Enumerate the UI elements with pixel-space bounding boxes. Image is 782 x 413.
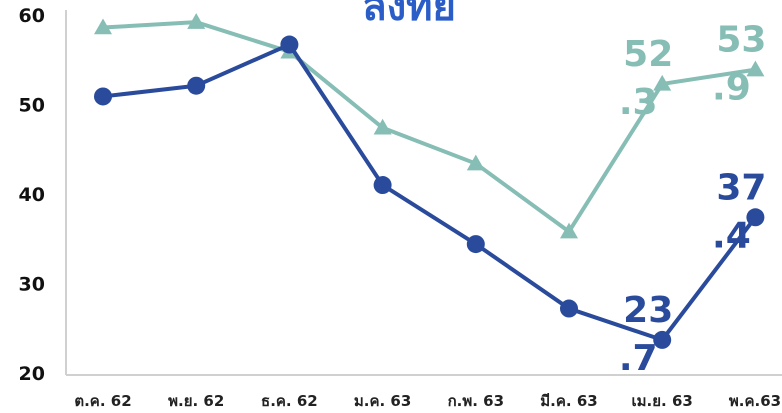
series-0-line [102,20,756,234]
y-tick-label: 30 [19,274,45,296]
data-label-line1: 52 [623,34,673,75]
series-0-point [653,74,672,91]
y-tick-label: 60 [19,5,45,27]
series-layer [94,13,765,349]
series-1-point [746,208,765,227]
x-tick-label: ธ.ค. 62 [261,392,318,410]
data-label-line2: .9 [712,68,751,109]
series-0-point [187,13,206,29]
series-1-point [466,235,485,254]
y-tick-label: 50 [19,95,45,117]
series-0-point [746,60,765,77]
x-tick-label: พ.ค.63 [729,392,781,410]
series-1-point [280,35,299,54]
series-1-point [560,299,578,318]
series-1-point [94,87,112,106]
data-label-line1: 37 [716,167,766,208]
series-1-point [187,76,206,95]
y-tick-label: 40 [19,184,45,206]
series-0-point [373,118,392,135]
x-tick-labels: ต.ค. 62 พ.ย. 62 ธ.ค. 62 ม.ค. 63 ก.พ. 63 มี.ค.… [74,392,781,410]
data-label-line2: .4 [712,215,751,256]
x-tick-label: ม.ค. 63 [354,392,411,410]
x-tick-label: พ.ย. 62 [168,392,224,410]
y-tick-labels: 20 30 40 50 60 [19,5,45,385]
series-0-point [94,18,112,35]
data-label-line2: .3 [619,82,658,123]
x-tick-label: ต.ค. 62 [74,392,131,410]
data-label-line1: 53 [716,20,766,61]
series-0-point [466,154,485,171]
x-tick-label: มี.ค. 63 [540,392,597,410]
x-tick-label: เม.ย. 63 [632,392,693,410]
series-1-point [373,176,392,195]
data-labels: 52 .3 53 .9 23 .7 37 .4 [619,20,767,379]
series-1-point [653,330,672,349]
data-label-line2: .7 [619,338,658,379]
chart-title: ลงทัย [362,0,456,30]
series-0-point [560,222,578,239]
y-tick-label: 20 [19,363,45,385]
series-1-line [102,42,757,342]
data-label-line1: 23 [623,290,673,331]
x-tick-label: ก.พ. 63 [448,392,504,410]
